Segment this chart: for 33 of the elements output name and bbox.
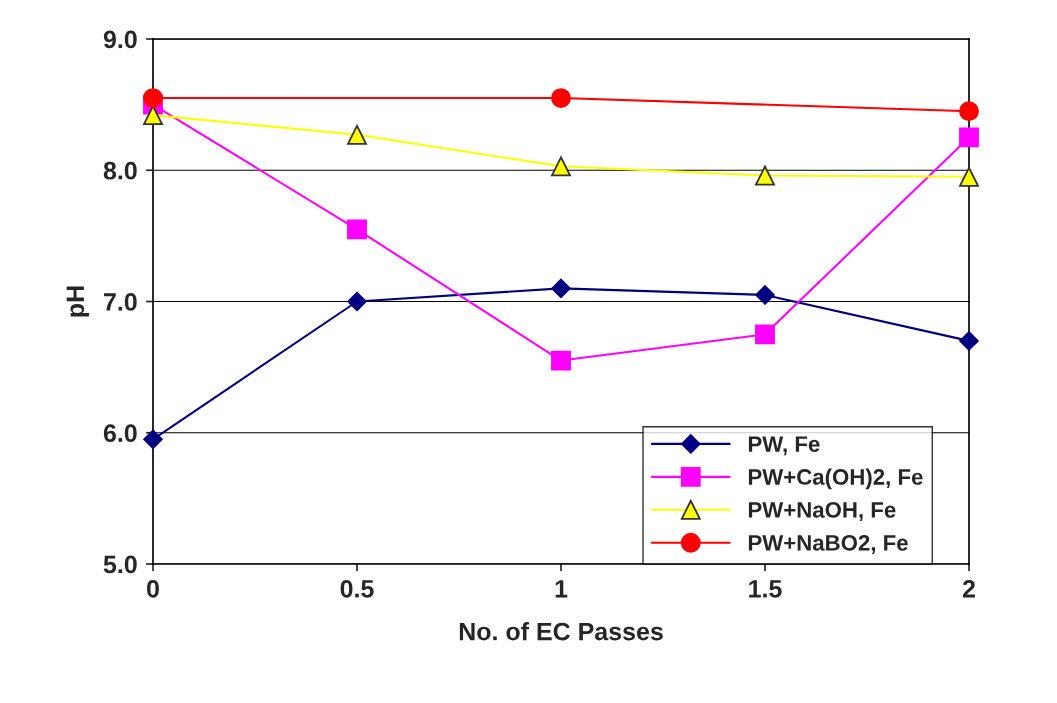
- point: [755, 165, 775, 186]
- legend-label: PW+NaOH, Fe: [748, 502, 896, 521]
- y-tick-label: 5.0: [103, 555, 137, 574]
- legend-label: PW, Fe: [748, 436, 820, 456]
- x-tick-label: 1.5: [749, 580, 782, 598]
- point: [551, 350, 571, 371]
- point: [551, 156, 571, 177]
- point: [143, 429, 163, 450]
- x-tick-label: 1: [555, 580, 568, 598]
- point: [959, 127, 979, 148]
- point: [347, 124, 367, 145]
- point: [959, 331, 979, 351]
- x-axis-title: No. of EC Passes: [459, 622, 663, 641]
- point: [143, 105, 163, 126]
- x-tick-label: 0.5: [340, 579, 374, 598]
- point: [959, 166, 979, 187]
- point: [347, 291, 367, 312]
- y-tick-label: 7.0: [104, 293, 137, 311]
- y-tick-label: 8.0: [103, 161, 137, 180]
- y-tick-label: 6.0: [103, 424, 137, 443]
- point: [755, 285, 775, 305]
- point: [959, 101, 979, 122]
- point: [143, 88, 163, 108]
- legend-label: PW+NaBO2, Fe: [748, 534, 908, 554]
- point: [551, 88, 571, 108]
- x-tick-label: 2: [962, 579, 975, 598]
- legend-label: PW+Ca(OH)2, Fe: [748, 468, 923, 490]
- point: [755, 324, 775, 345]
- y-axis-title: pH: [66, 286, 90, 317]
- point: [347, 219, 367, 240]
- y-tick-label: 9.0: [103, 30, 137, 49]
- point: [551, 278, 571, 299]
- x-tick-label: 0: [147, 579, 159, 598]
